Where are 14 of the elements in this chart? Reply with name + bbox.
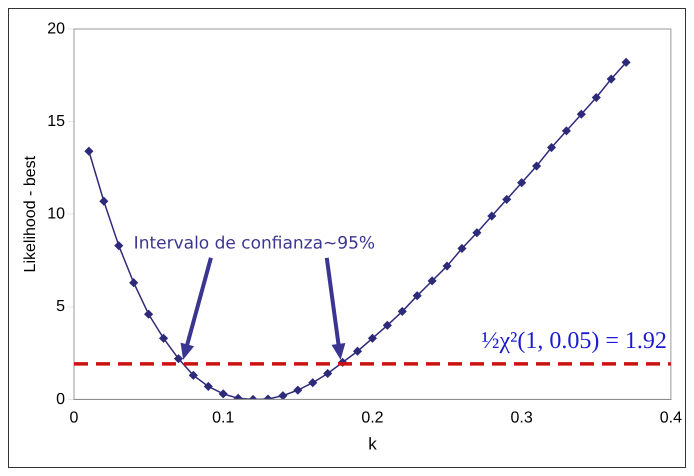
y-tick-label: 5 <box>56 298 66 316</box>
y-tick-label: 10 <box>47 206 66 223</box>
x-tick-label: 0.2 <box>361 409 384 426</box>
y-tick-label: 20 <box>47 20 66 38</box>
x-tick-label: 0.3 <box>510 409 533 426</box>
x-axis-title: k <box>368 434 378 454</box>
x-tick-label: 0.4 <box>660 409 682 426</box>
y-tick-label: 15 <box>47 113 66 130</box>
ref-line-label: ½χ²(1, 0.05) = 1.92 <box>482 328 667 354</box>
y-axis-title: Likelihood - best <box>22 155 40 272</box>
x-tick-label: 0 <box>70 409 79 426</box>
x-tick-label: 0.1 <box>212 409 234 426</box>
annotation: Intervalo de confianza~95% <box>134 233 376 254</box>
y-tick-label: 0 <box>56 390 66 408</box>
